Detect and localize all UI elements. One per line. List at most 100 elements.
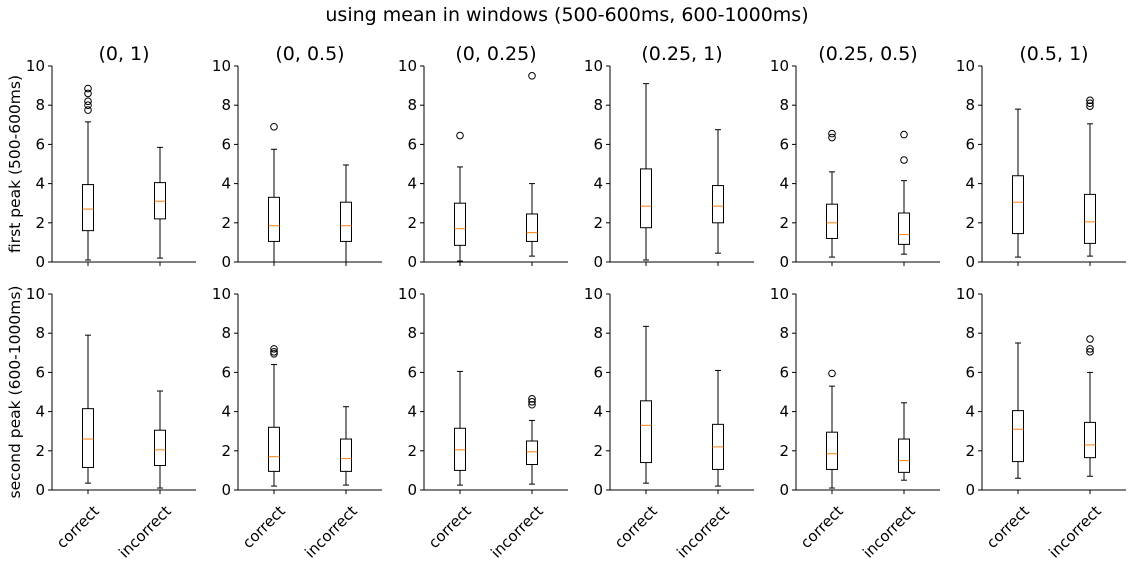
panel-title: (0.5, 1) bbox=[1019, 43, 1088, 65]
iqr-box bbox=[526, 440, 538, 466]
y-tick-label: 0 bbox=[407, 253, 417, 271]
y-tick-label: 0 bbox=[965, 481, 975, 499]
iqr-box bbox=[82, 408, 94, 468]
iqr-box bbox=[340, 438, 352, 472]
y-tick-label: 4 bbox=[965, 175, 975, 193]
panel: 0 2 4 6 8 10 correct incorrect bbox=[26, 285, 196, 562]
y-tick-label: 8 bbox=[35, 96, 45, 114]
panel: 0 2 4 6 8 10 correct incorrect bbox=[398, 285, 568, 562]
y-tick-label: 10 bbox=[398, 57, 417, 75]
y-tick-label: 2 bbox=[779, 214, 789, 232]
iqr-box bbox=[340, 201, 352, 242]
outlier-point bbox=[900, 130, 908, 139]
row-ylabel: second peak (600-1000ms) bbox=[6, 286, 24, 499]
iqr-box bbox=[712, 185, 724, 224]
y-tick-label: 8 bbox=[779, 96, 789, 114]
y-tick-label: 2 bbox=[965, 214, 975, 232]
y-tick-label: 0 bbox=[407, 481, 417, 499]
y-tick-label: 6 bbox=[407, 363, 417, 381]
y-tick-label: 8 bbox=[779, 324, 789, 342]
outlier-point bbox=[528, 398, 536, 406]
y-tick-label: 4 bbox=[221, 175, 231, 193]
panel-title: (0, 0.25) bbox=[455, 43, 536, 65]
outlier-point bbox=[1086, 345, 1094, 353]
x-tick-label: correct bbox=[425, 502, 475, 552]
panel: (0.25, 0.5) 0 2 4 6 8 10 bbox=[770, 43, 940, 271]
iqr-box bbox=[826, 203, 838, 239]
y-tick-label: 10 bbox=[212, 57, 231, 75]
iqr-box bbox=[154, 429, 166, 466]
y-tick-label: 8 bbox=[407, 96, 417, 114]
panel-title: (0, 0.5) bbox=[275, 43, 344, 65]
outlier-point bbox=[528, 72, 536, 80]
iqr-box bbox=[526, 213, 538, 242]
y-tick-label: 6 bbox=[965, 363, 975, 381]
y-tick-label: 4 bbox=[965, 403, 975, 421]
iqr-box bbox=[268, 426, 280, 472]
panel: (0.25, 1) 0 2 4 6 8 10 bbox=[584, 43, 754, 271]
panel: 0 2 4 6 8 10 correct incorrect bbox=[770, 285, 940, 562]
y-tick-label: 0 bbox=[35, 253, 45, 271]
y-tick-label: 0 bbox=[221, 253, 231, 271]
outlier-point bbox=[456, 131, 464, 140]
y-tick-label: 8 bbox=[35, 324, 45, 342]
y-tick-label: 4 bbox=[779, 175, 789, 193]
y-tick-label: 0 bbox=[965, 253, 975, 271]
y-tick-label: 0 bbox=[779, 481, 789, 499]
outlier-point bbox=[1086, 96, 1094, 105]
y-tick-label: 4 bbox=[593, 175, 603, 193]
panel: 0 2 4 6 8 10 correct incorrect bbox=[584, 285, 754, 562]
y-tick-label: 10 bbox=[212, 285, 231, 303]
panel: (0, 0.25) 0 2 4 6 8 10 bbox=[398, 43, 568, 271]
y-tick-label: 0 bbox=[779, 253, 789, 271]
panel: 0 2 4 6 8 10 correct incorrect bbox=[956, 285, 1126, 562]
iqr-box bbox=[82, 184, 94, 232]
y-tick-label: 2 bbox=[407, 214, 417, 232]
y-tick-label: 8 bbox=[965, 96, 975, 114]
panel: 0 2 4 6 8 10 correct incorrect bbox=[212, 285, 382, 562]
iqr-box bbox=[1084, 421, 1096, 459]
y-tick-label: 10 bbox=[26, 285, 45, 303]
y-tick-label: 10 bbox=[770, 285, 789, 303]
y-tick-label: 8 bbox=[965, 324, 975, 342]
y-tick-label: 0 bbox=[593, 481, 603, 499]
outlier-point bbox=[528, 395, 536, 403]
panel: (0.5, 1) 0 2 4 6 8 10 bbox=[956, 43, 1126, 271]
row-ylabel: first peak (500-600ms) bbox=[6, 75, 24, 253]
x-tick-label: incorrect bbox=[673, 502, 733, 562]
panel-title: (0, 1) bbox=[98, 43, 149, 65]
iqr-box bbox=[1084, 193, 1096, 244]
y-tick-label: 6 bbox=[221, 363, 231, 381]
y-tick-label: 6 bbox=[35, 135, 45, 153]
outlier-point bbox=[270, 345, 278, 353]
y-tick-label: 4 bbox=[407, 403, 417, 421]
x-tick-label: incorrect bbox=[859, 502, 919, 562]
y-tick-label: 4 bbox=[221, 403, 231, 421]
outlier-point bbox=[528, 400, 536, 409]
y-tick-label: 2 bbox=[35, 442, 45, 460]
y-tick-label: 10 bbox=[956, 285, 975, 303]
outlier-point bbox=[828, 369, 836, 378]
y-tick-label: 2 bbox=[593, 442, 603, 460]
iqr-box bbox=[826, 431, 838, 470]
y-tick-label: 4 bbox=[35, 175, 45, 193]
outlier-point bbox=[84, 101, 92, 109]
y-tick-label: 2 bbox=[221, 442, 231, 460]
y-tick-label: 6 bbox=[221, 135, 231, 153]
y-tick-label: 0 bbox=[593, 253, 603, 271]
outlier-point bbox=[84, 106, 92, 114]
y-tick-label: 10 bbox=[584, 57, 603, 75]
outlier-point bbox=[270, 349, 278, 358]
x-tick-label: incorrect bbox=[115, 502, 175, 562]
y-tick-label: 10 bbox=[584, 285, 603, 303]
y-tick-label: 10 bbox=[770, 57, 789, 75]
y-tick-label: 0 bbox=[35, 481, 45, 499]
panel-title: (0.25, 1) bbox=[641, 43, 722, 65]
y-tick-label: 2 bbox=[593, 214, 603, 232]
x-tick-label: correct bbox=[611, 502, 661, 552]
iqr-box bbox=[454, 202, 466, 246]
outlier-point bbox=[828, 129, 836, 138]
outlier-point bbox=[1086, 335, 1094, 343]
y-tick-label: 8 bbox=[593, 96, 603, 114]
